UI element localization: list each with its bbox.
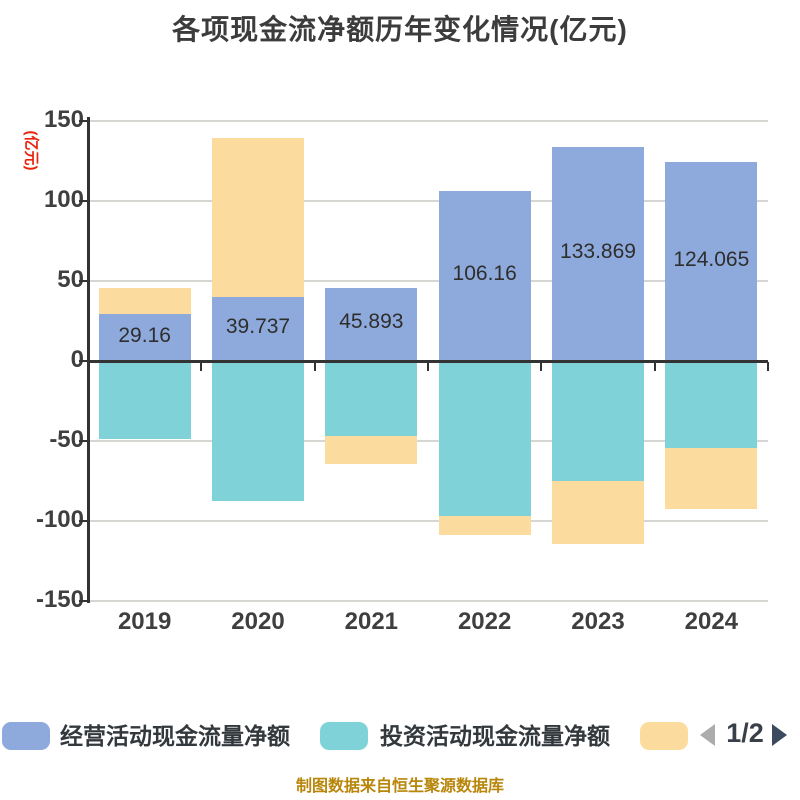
bar-segment-investing-2024 [665,361,758,448]
y-axis-tick-50 [79,280,88,282]
bar-segment-series3-2021 [325,435,418,465]
bar-value-label-2023: 133.869 [560,239,636,263]
legend-label-investing[interactable]: 投资活动现金流量净额 [380,723,610,749]
x-axis-label-2022: 2022 [457,608,512,635]
legend-label-operating[interactable]: 经营活动现金流量净额 [60,723,290,749]
y-axis-tick--50 [79,440,88,442]
x-axis-tick-4 [540,362,543,371]
gridline--150 [88,600,768,602]
x-axis-label-2023: 2023 [571,608,625,635]
x-axis-label-2021: 2021 [344,608,399,635]
y-axis-label--50: -50 [49,426,84,453]
x-axis-tick-0 [87,362,89,371]
y-axis-tick-150 [79,120,88,122]
bar-segment-investing-2023 [552,361,644,481]
y-axis-label--100: -100 [35,506,84,533]
bar-segment-investing-2019 [98,361,191,440]
bar-value-label-2022: 106.16 [452,262,517,286]
gridline--50 [88,440,768,442]
data-source-caption: 制图数据来自恒生聚源数据库 [295,778,504,795]
bar-segment-operating-2020 [212,297,304,361]
bar-segment-investing-2022 [438,361,531,516]
bar-segment-investing-2020 [212,361,304,502]
x-axis-tick-5 [653,362,656,371]
x-axis-tick-3 [427,362,429,371]
x-axis-label-2024: 2024 [684,608,739,635]
bar-segment-operating-2019 [98,314,191,361]
legend-swatch-operating[interactable] [2,722,50,750]
x-axis-tick-1 [200,362,203,371]
chart-title: 各项现金流净额历年变化情况(亿元) [172,14,628,45]
legend-swatch-investing[interactable] [320,722,368,750]
x-axis-tick-2 [313,362,316,371]
bar-value-label-2020: 39.737 [225,315,291,339]
bar-value-label-2021: 45.893 [339,310,404,334]
y-axis-tick-0 [79,360,88,362]
bar-segment-operating-2024 [665,162,758,361]
y-axis-label--150: -150 [35,586,84,613]
bar-segment-investing-2021 [325,361,418,436]
x-axis-tick-6 [767,362,769,371]
gridline-50 [88,280,768,282]
gridline--100 [88,520,768,522]
bar-value-label-2024: 124.065 [673,247,750,271]
bar-segment-series3-2020 [212,137,304,298]
y-axis-tick--150 [79,600,88,602]
y-axis-label-150: 150 [43,106,84,133]
bar-value-label-2019: 29.16 [118,323,171,347]
x-axis-label-2020: 2020 [231,608,285,635]
legend-next-page-icon[interactable] [772,724,787,746]
y-axis-label-100: 100 [43,186,84,213]
y-axis-label-0: 0 [70,346,84,373]
legend-prev-page-icon[interactable] [700,724,715,746]
bar-segment-series3-2019 [98,287,191,315]
bar-segment-series3-2024 [665,447,758,509]
y-axis-tick--100 [79,520,88,522]
gridline-150 [88,120,768,122]
bar-segment-operating-2023 [552,146,644,361]
gridline-100 [88,200,768,202]
bar-segment-operating-2022 [438,191,531,361]
bar-segment-series3-2022 [438,515,531,536]
legend-page-indicator: 1/2 [726,718,764,748]
y-axis-tick-100 [79,200,88,202]
bar-segment-operating-2021 [325,287,418,361]
zero-axis-line [88,360,768,363]
bar-segment-series3-2023 [552,480,644,545]
x-axis-label-2019: 2019 [117,608,172,635]
legend-swatch-series3[interactable] [640,722,688,750]
y-axis-label-50: 50 [57,266,84,293]
